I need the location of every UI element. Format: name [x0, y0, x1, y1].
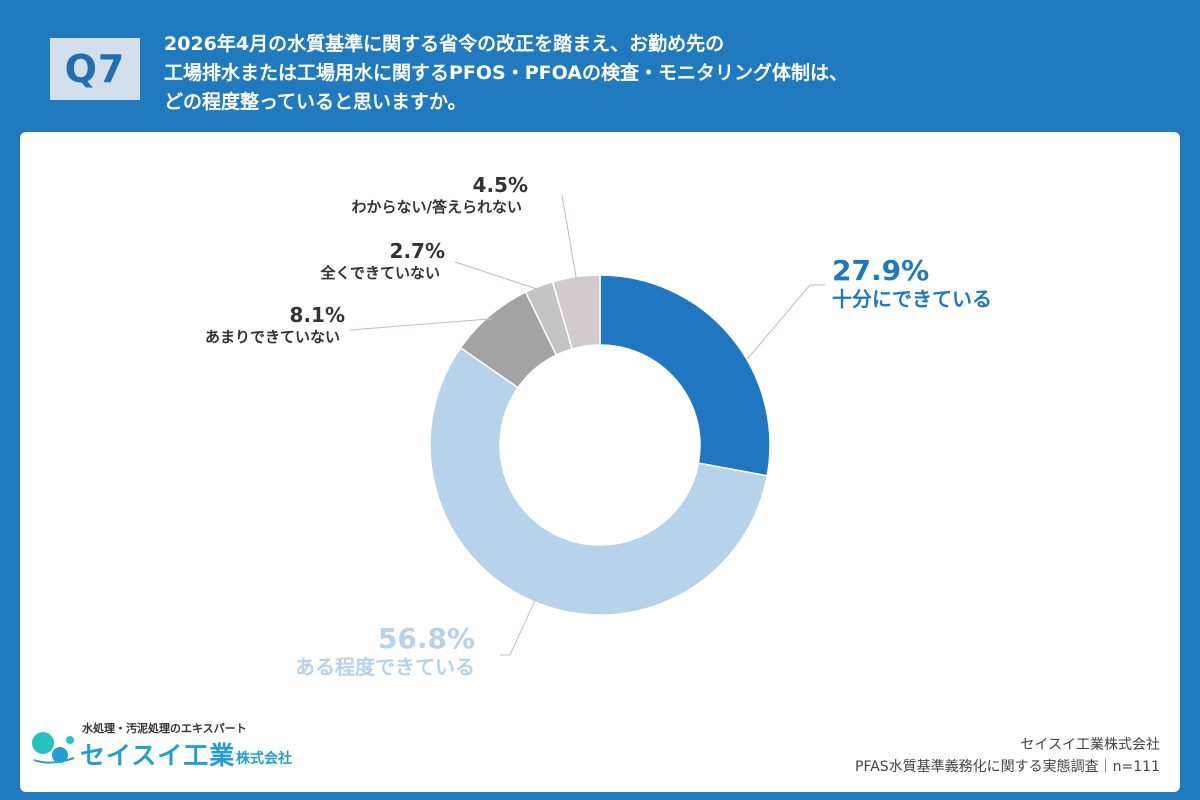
category-label-0: 十分にできている — [832, 287, 992, 311]
data-label-percent-3: 2.7% — [390, 239, 445, 263]
question-line: どの程度整っていると思いますか。 — [164, 91, 467, 113]
question-line: 2026年4月の水質基準に関する省令の改正を踏まえ、お勤め先の — [164, 33, 725, 55]
logo-name: セイスイ工業 — [80, 741, 236, 770]
category-label-1: ある程度できている — [295, 655, 475, 679]
leader-line-0 — [747, 284, 825, 360]
category-label-3: 全くできていない — [319, 264, 440, 282]
leader-line-2 — [349, 318, 493, 331]
leader-line-4 — [561, 194, 578, 281]
data-label-percent-1: 56.8% — [378, 622, 475, 655]
donut-slice-1 — [429, 346, 769, 616]
footer-survey: PFAS水質基準義務化に関する実態調査｜n=111 — [855, 759, 1160, 775]
logo-tagline: 水処理・汚泥処理のエキスパート — [82, 722, 247, 735]
data-label-percent-4: 4.5% — [473, 173, 528, 197]
company-logo: 水処理・汚泥処理のエキスパート セイスイ工業 株式会社 — [30, 720, 350, 780]
donut-slice-4 — [551, 274, 601, 350]
category-label-4: わからない/答えられない — [352, 198, 522, 216]
chart-panel — [20, 132, 1180, 792]
leader-line-1 — [500, 597, 537, 656]
logo-bubbles-icon — [32, 732, 75, 764]
category-label-2: あまりできていない — [205, 328, 340, 346]
question-number-badge: Q7 — [50, 38, 140, 100]
header-bar: Q7 2026年4月の水質基準に関する省令の改正を踏まえ、お勤め先の 工場排水ま… — [0, 0, 1200, 132]
leader-line-3 — [454, 261, 541, 291]
question-line: 工場排水または工場用水に関するPFOS・PFOAの検査・モニタリング体制は、 — [164, 62, 848, 84]
question-text: 2026年4月の水質基準に関する省令の改正を踏まえ、お勤め先の 工場排水または工… — [164, 30, 1164, 117]
data-label-percent-2: 8.1% — [290, 303, 345, 327]
logo-suffix: 株式会社 — [236, 751, 292, 767]
data-label-percent-0: 27.9% — [832, 254, 929, 287]
footer-company: セイスイ工業株式会社 — [1020, 737, 1160, 753]
donut-slice-0 — [599, 274, 771, 477]
footer-info: セイスイ工業株式会社 PFAS水質基準義務化に関する実態調査｜n=111 — [855, 734, 1160, 778]
